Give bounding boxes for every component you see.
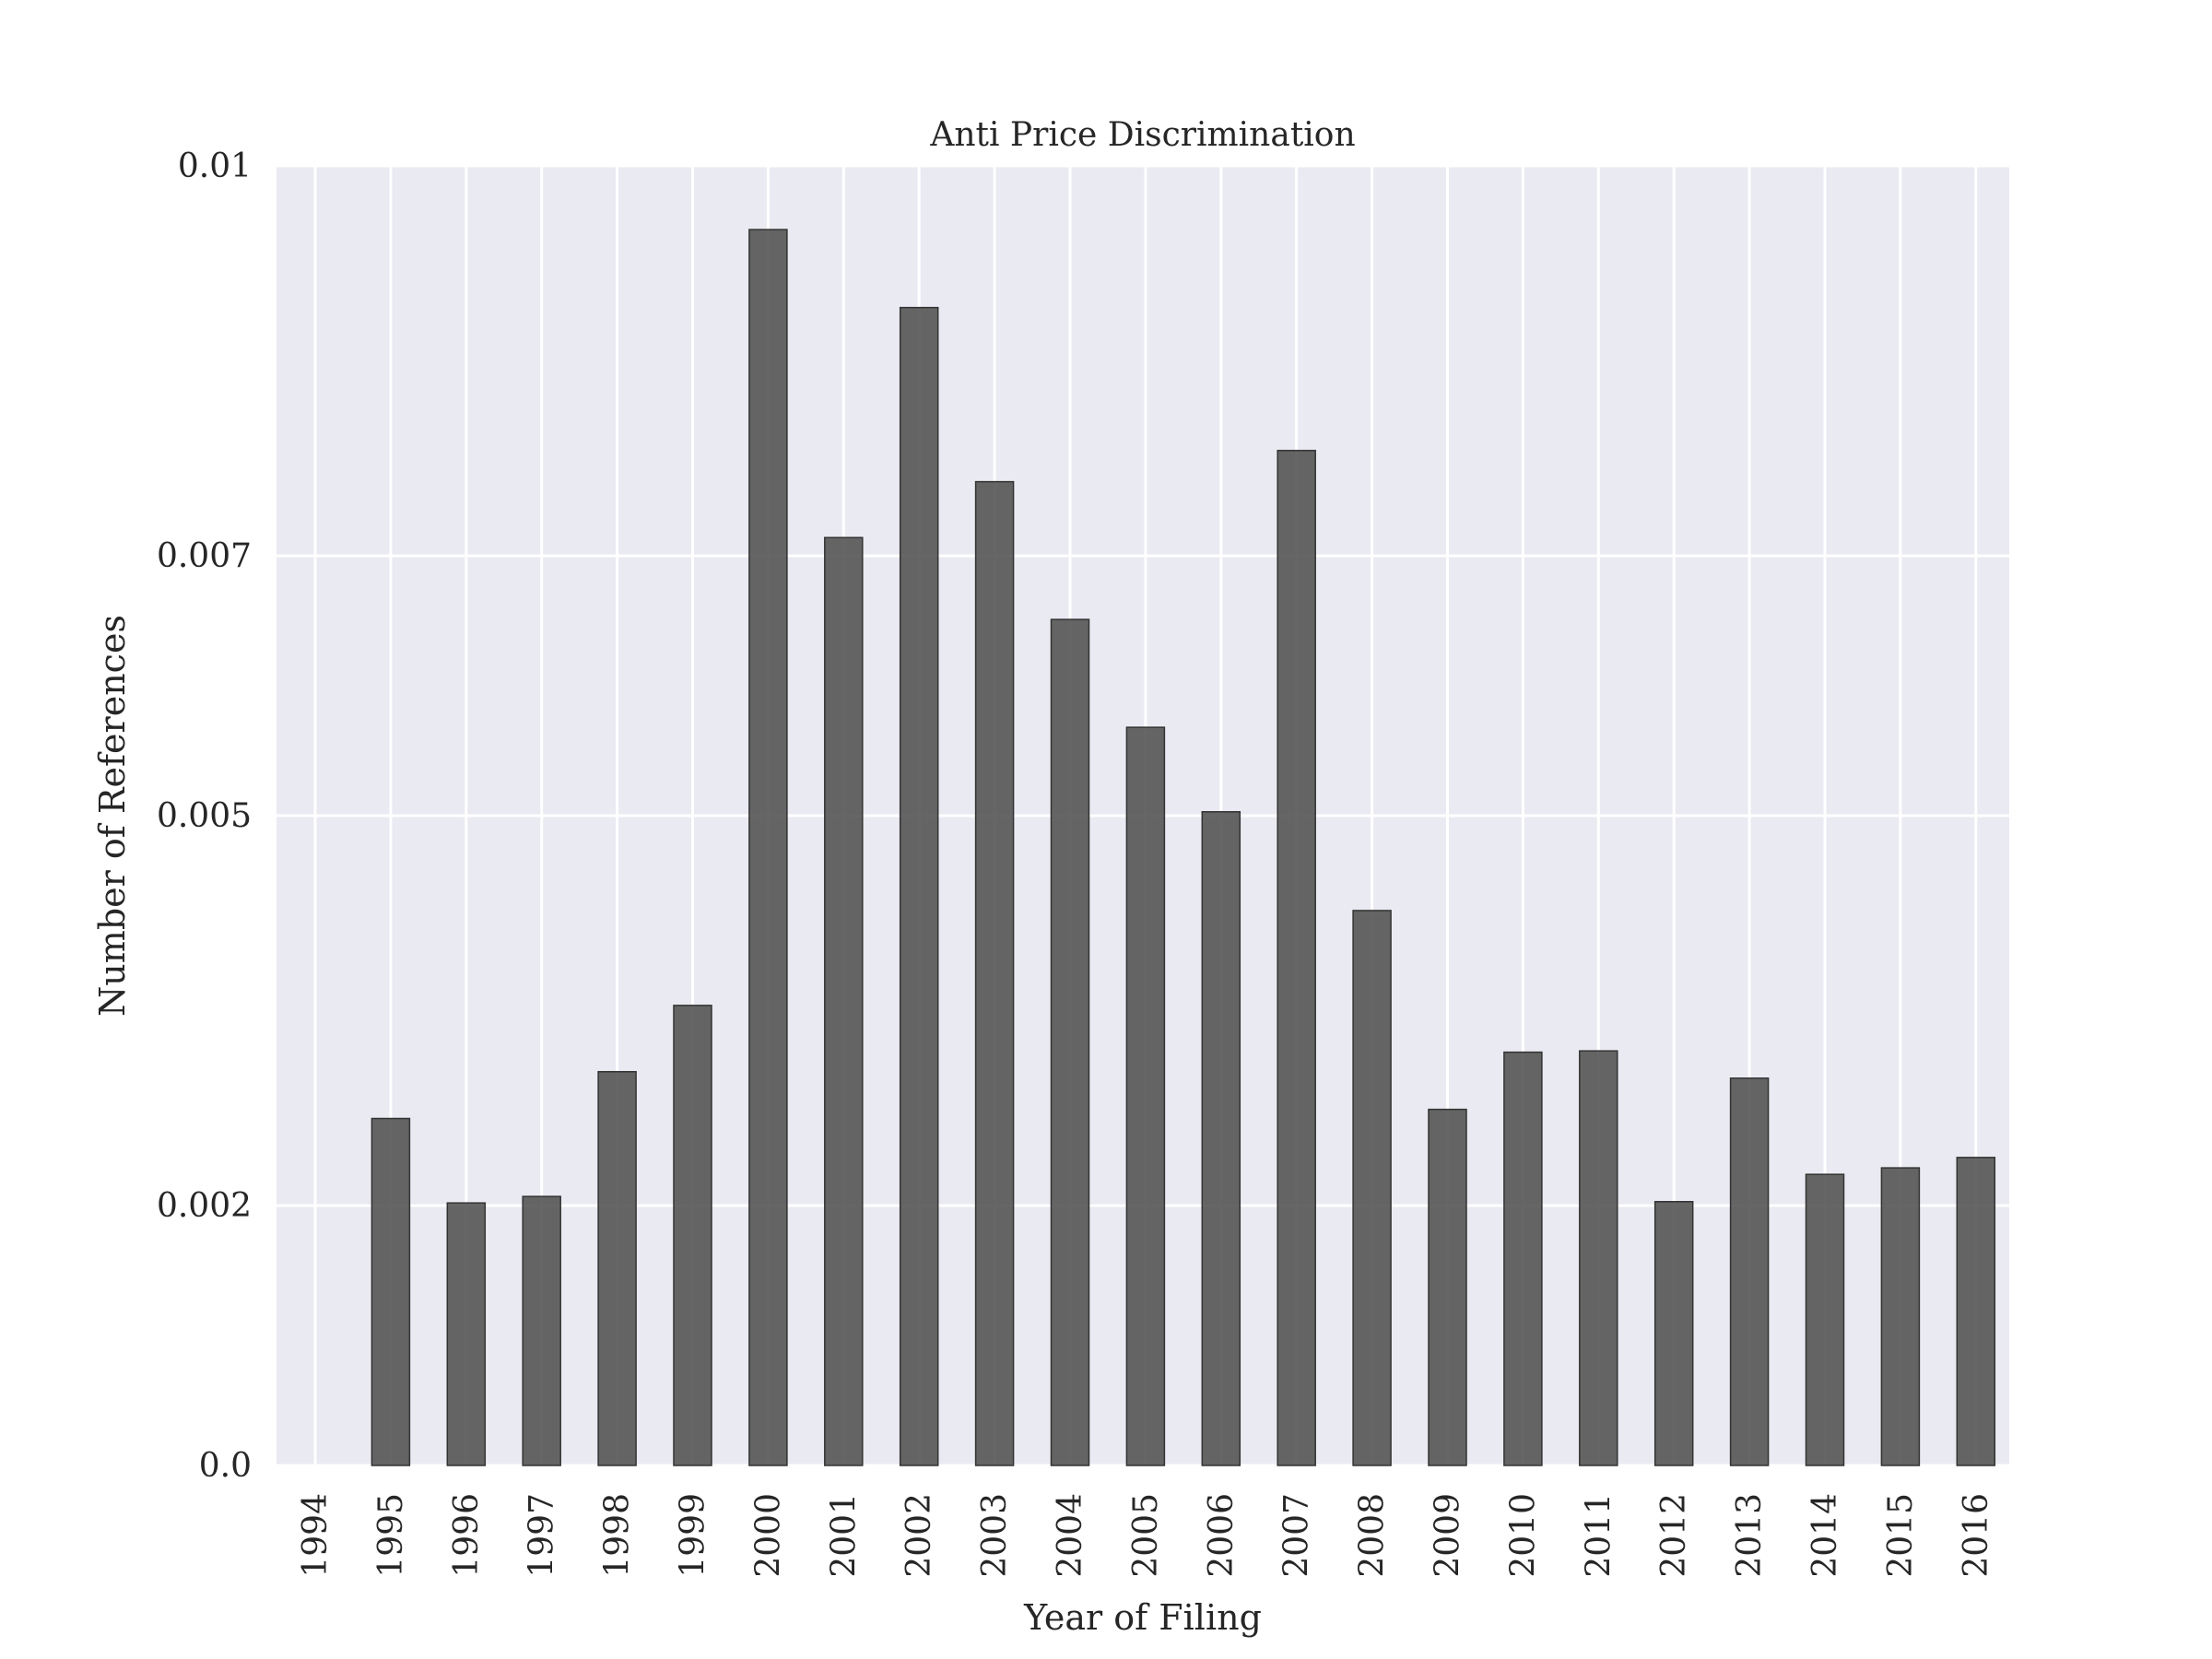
bar-2016 [1956,1157,1996,1466]
bar-2001 [824,536,864,1466]
x-tick-label: 2000 [749,1493,787,1578]
bar-2009 [1428,1108,1467,1466]
bar-1999 [673,1005,712,1466]
y-tick-label: 0.0 [199,1447,252,1485]
bar-1995 [371,1117,411,1466]
x-tick-label: 2005 [1127,1493,1165,1578]
bar-2002 [899,306,939,1466]
bar-1998 [597,1071,637,1466]
bar-2003 [974,480,1015,1466]
x-tick-labels: 1994 1995 1996 1997 1998 1999 2000 2001 2002 2003… [297,1493,1995,1578]
x-tick-label: 2010 [1504,1493,1542,1578]
bar-2006 [1201,811,1241,1466]
y-tick-label: 0.007 [157,537,252,575]
bar-2008 [1352,910,1392,1466]
x-tick-label: 1998 [599,1493,637,1578]
bar-1996 [446,1202,487,1466]
bar-1997 [522,1195,561,1466]
x-tick-label: 1996 [448,1493,486,1578]
bar-2013 [1729,1077,1770,1466]
bar-2011 [1579,1050,1618,1466]
x-tick-label: 2001 [825,1493,863,1578]
x-tick-label: 2003 [976,1493,1014,1578]
x-tick-label: 1999 [675,1493,712,1578]
bars [371,229,1996,1466]
x-tick-label: 1994 [297,1493,335,1578]
bar-2010 [1503,1051,1543,1466]
y-tick-labels: 0.0 0.002 0.005 0.007 0.01 [157,147,252,1485]
x-tick-label: 2006 [1203,1493,1241,1578]
bar-2000 [748,229,788,1466]
bar-2007 [1277,450,1316,1466]
y-tick-label: 0.005 [157,797,252,835]
x-tick-label: 2013 [1731,1493,1769,1578]
x-tick-label: 2008 [1354,1493,1392,1578]
x-tick-label: 2009 [1430,1493,1467,1578]
chart-title: Anti Price Discrimination [929,116,1355,154]
x-tick-label: 2004 [1052,1493,1089,1578]
x-tick-label: 2002 [900,1493,938,1578]
bar-2015 [1880,1167,1921,1466]
x-tick-label: 2011 [1580,1493,1618,1578]
x-tick-label: 1995 [372,1493,410,1578]
bar-2012 [1653,1201,1694,1466]
y-tick-label: 0.002 [157,1187,252,1225]
x-axis-label: Year of Filing [1023,1597,1262,1638]
y-axis-label: Number of References [92,615,133,1017]
bar-2014 [1805,1173,1845,1466]
bar-2005 [1125,726,1166,1466]
x-tick-label: 2014 [1806,1493,1844,1578]
bar-2004 [1050,618,1090,1466]
x-tick-label: 2012 [1655,1493,1693,1578]
y-tick-label: 0.01 [178,147,252,185]
x-tick-label: 2015 [1882,1493,1920,1578]
x-tick-label: 1997 [524,1493,561,1578]
x-tick-label: 2007 [1278,1493,1316,1578]
x-tick-label: 2016 [1958,1493,1995,1578]
